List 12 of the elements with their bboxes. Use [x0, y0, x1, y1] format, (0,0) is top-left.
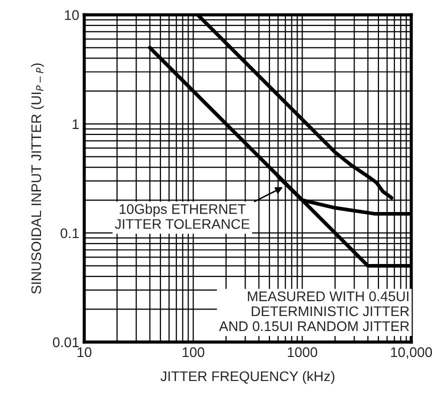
y-tick-label: 10 [64, 10, 79, 20]
y-tick-label: 1 [72, 119, 79, 129]
x-axis-title: JITTER FREQUENCY (kHz) [160, 370, 334, 384]
x-tick-label: 10,000 [391, 347, 432, 359]
annotation: 10Gbps ETHERNET JITTER TOLERANCE [114, 204, 250, 229]
y-axis-title: SINUSOIDAL INPUT JITTER (UI$_{P−P}$) [30, 63, 44, 294]
x-tick-label: 10 [78, 347, 92, 358]
x-tick-label: 100 [182, 347, 204, 358]
annotation: MEASURED WITH 0.45UI DETERMINISTIC JITTER AND 0.15UI RANDOM JITTER [219, 291, 409, 332]
y-tick-label: 0.01 [52, 337, 79, 348]
y-tick-label: 0.1 [60, 228, 79, 238]
x-tick-label: 1000 [288, 347, 318, 358]
